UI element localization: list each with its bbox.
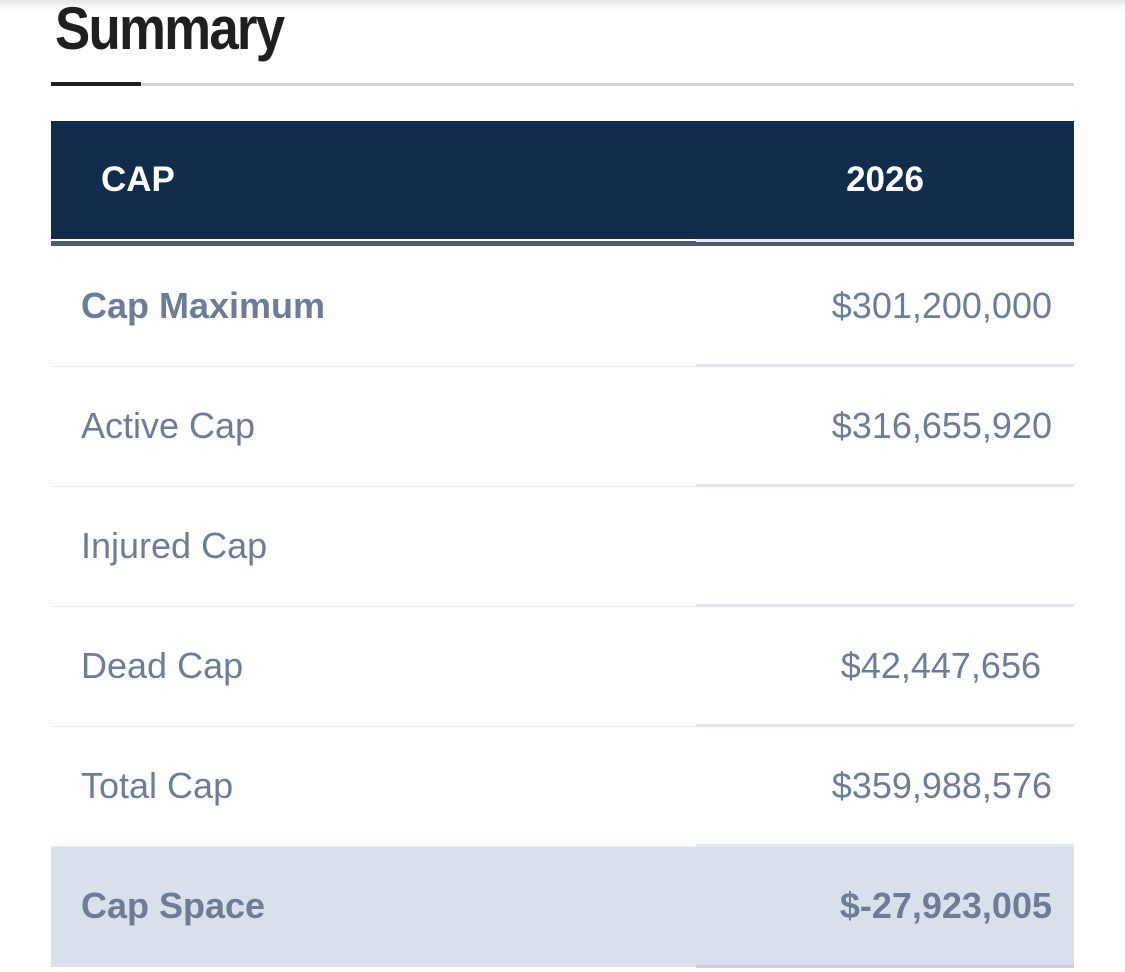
value-cell [696, 487, 1074, 607]
value-cell [696, 607, 1074, 727]
row-value: $359,988,576 [831, 765, 1052, 806]
table-header: CAP 2026 [51, 121, 1074, 239]
header-rule [51, 239, 1074, 247]
table-row-cap-maximum: Cap Maximum $301,200,000 [51, 247, 1074, 367]
row-value: $42,447,656 [840, 645, 1041, 686]
title-divider [51, 83, 1074, 86]
header-rule-line [51, 241, 1074, 246]
row-value: $-27,923,005 [839, 885, 1052, 926]
table-row-cap-space: Cap Space $-27,923,005 [51, 847, 1074, 968]
header-cap-label: CAP [101, 160, 175, 199]
table-row-dead-cap: Dead Cap $42,447,656 [51, 607, 1074, 727]
row-value: $301,200,000 [831, 285, 1052, 326]
section-title: Summary [55, 0, 285, 62]
row-label: Dead Cap [81, 645, 244, 686]
header-rule-highlight [696, 239, 1074, 242]
value-cell [696, 367, 1074, 487]
cap-summary-table: CAP 2026 Cap Maximum $301,200,000 Active… [51, 121, 1074, 968]
value-cell [696, 847, 1074, 968]
table-row-active-cap: Active Cap $316,655,920 [51, 367, 1074, 487]
row-label: Cap Maximum [81, 285, 326, 326]
row-label: Total Cap [81, 765, 234, 806]
value-cell [696, 247, 1074, 367]
title-divider-accent [51, 82, 141, 86]
top-shadow [0, 0, 1125, 10]
row-value: $316,655,920 [831, 405, 1052, 446]
table-row-total-cap: Total Cap $359,988,576 [51, 727, 1074, 847]
row-label: Cap Space [81, 885, 266, 926]
value-cell [696, 727, 1074, 847]
row-label: Active Cap [81, 405, 256, 446]
table-row-injured-cap: Injured Cap [51, 487, 1074, 607]
row-label: Injured Cap [81, 525, 268, 566]
header-year-column[interactable]: 2026 [846, 160, 924, 199]
